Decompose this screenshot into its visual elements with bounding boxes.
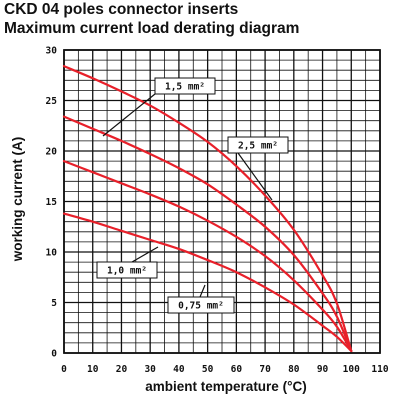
annotation-layer: 1,5 mm² 2,5 mm² 1,0 mm² 0,75 mm² [96,77,289,314]
y-tick-label: 10 [46,248,58,259]
annotation-label-0-75-mm: 0,75 mm² [178,301,224,312]
x-tick-label: 50 [202,364,214,375]
x-tick-label: 90 [317,364,329,375]
x-tick-label: 100 [343,364,360,375]
x-tick-label: 110 [371,364,388,375]
series-layer [62,65,353,353]
x-tick-label: 40 [173,364,185,375]
x-tick-label: 10 [87,364,99,375]
annotation-leader-0-75-mm [199,284,206,298]
series-line-1-5-mm [62,115,353,353]
x-tick-label: 0 [61,364,67,375]
annotation-leader-1-0-mm [131,246,159,263]
annotation-box-1-5-mm [154,77,216,95]
annotation-box-2-5-mm [227,136,289,154]
y-tick-label: 0 [51,349,57,360]
y-tick-label: 20 [46,147,58,158]
annotation-box-1-0-mm [96,261,158,279]
annotation-label-1-0-mm: 1,0 mm² [107,266,147,277]
plot-frame [63,49,381,354]
annotation-label-2-5-mm: 2,5 mm² [238,141,278,152]
x-tick-label: 30 [144,364,156,375]
x-tick-label: 80 [288,364,300,375]
y-tick-labels: 0 5 10 15 20 25 30 [46,46,58,360]
x-tick-labels: 0 10 20 30 40 50 60 70 80 90 100 110 [61,364,389,375]
series-line-2-5-mm [62,65,353,353]
x-tick-label: 70 [259,364,271,375]
x-tick-label: 60 [231,364,243,375]
annotation-leader-2-5-mm [237,152,273,201]
chart-title: CKD 04 poles connector inserts [4,1,239,18]
series-line-1-0-mm [62,160,353,353]
annotation-leader-1-5-mm [102,93,156,137]
y-axis-label: working current (A) [10,137,25,263]
series-line-0-75-mm [62,212,353,353]
y-tick-label: 30 [46,46,58,57]
y-tick-label: 5 [51,298,57,309]
x-axis-label: ambient temperature (°C) [145,379,306,394]
annotation-box-0-75-mm [167,296,235,314]
x-tick-label: 20 [116,364,128,375]
annotation-label-1-5-mm: 1,5 mm² [165,82,205,93]
chart-subtitle: Maximum current load derating diagram [4,20,300,37]
y-tick-label: 25 [46,96,58,107]
y-tick-label: 15 [46,197,58,208]
